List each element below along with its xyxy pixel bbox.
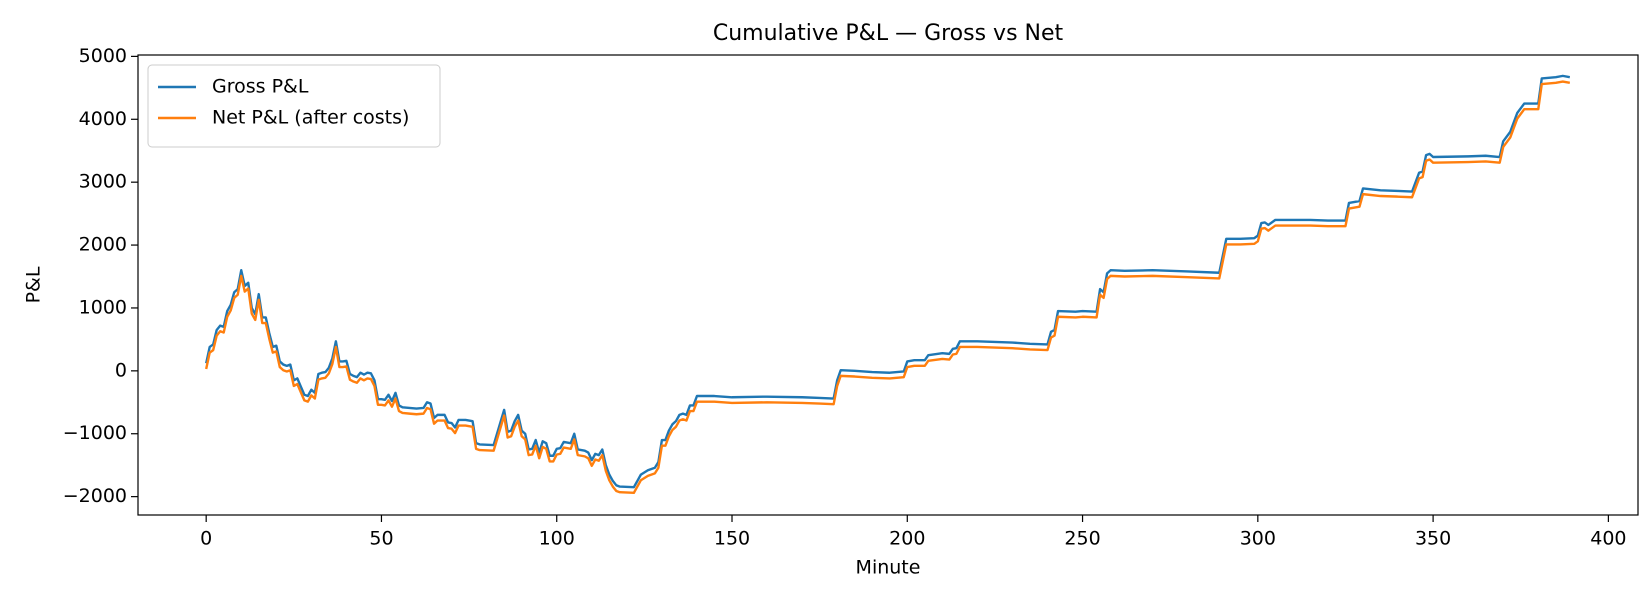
x-tick-label: 50: [369, 528, 393, 550]
y-axis-label: P&L: [23, 266, 45, 303]
chart-title: Cumulative P&L — Gross vs Net: [713, 21, 1064, 46]
y-tick-label: 1000: [79, 296, 127, 318]
plot-frame: [137, 54, 1639, 516]
legend-label: Net P&L (after costs): [212, 107, 409, 129]
x-tick-label: 100: [539, 528, 575, 550]
x-tick-label: 150: [714, 528, 750, 550]
y-tick-label: −2000: [63, 485, 127, 507]
y-tick-label: 3000: [79, 171, 127, 193]
y-tick-label: 2000: [79, 234, 127, 256]
legend-box: [147, 64, 441, 148]
x-tick-label: 250: [1064, 528, 1100, 550]
legend-label: Gross P&L: [212, 76, 309, 98]
line-series: [205, 80, 1571, 495]
x-tick-label: 200: [889, 528, 925, 550]
x-tick-label: 0: [200, 528, 212, 550]
y-tick-label: 4000: [79, 108, 127, 130]
x-tick-label: 400: [1590, 528, 1626, 550]
y-tick-label: −1000: [63, 422, 127, 444]
x-axis-label: Minute: [856, 557, 921, 579]
y-tick-label: 5000: [79, 45, 127, 67]
y-tick-label: 0: [115, 359, 127, 381]
x-tick-label: 300: [1240, 528, 1276, 550]
line-series: [205, 74, 1571, 489]
x-tick-label: 350: [1415, 528, 1451, 550]
